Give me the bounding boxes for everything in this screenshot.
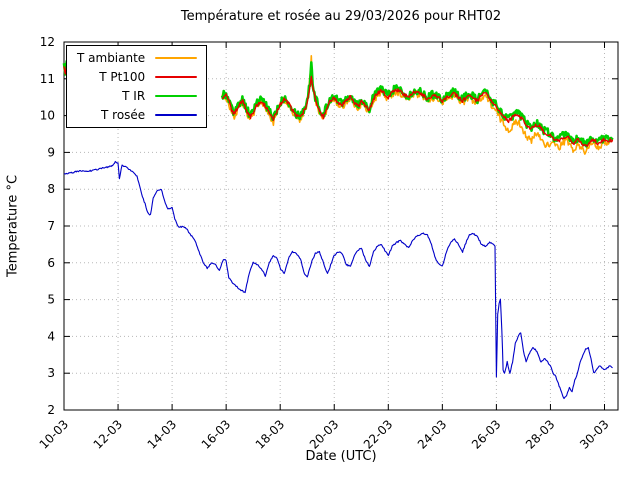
- x-axis-label: Date (UTC): [305, 449, 377, 464]
- x-tick-label: 28-03: [523, 417, 558, 452]
- legend: T ambiante T Pt100 T IR T rosée: [66, 45, 208, 128]
- x-tick-label: 10-03: [37, 417, 72, 452]
- x-tick-label: 24-03: [415, 417, 450, 452]
- x-tick-label: 18-03: [253, 417, 288, 452]
- x-tick-label: 12-03: [91, 417, 126, 452]
- y-tick-label: 11: [40, 72, 55, 86]
- legend-item: T Pt100: [77, 68, 198, 86]
- legend-item: T ambiante: [77, 49, 198, 67]
- y-tick-label: 4: [47, 329, 55, 343]
- series-t-rosée: [64, 160, 613, 400]
- legend-label: T IR: [122, 89, 146, 103]
- legend-line-sample: [155, 114, 198, 116]
- x-tick-label: 14-03: [145, 417, 180, 452]
- y-tick-label: 3: [47, 366, 55, 380]
- legend-item: T IR: [77, 87, 198, 105]
- legend-label: T ambiante: [77, 51, 146, 65]
- x-tick-label: 22-03: [361, 417, 396, 452]
- plot-border: [63, 41, 619, 411]
- legend-item: T rosée: [77, 106, 198, 124]
- y-tick-label: 7: [47, 219, 55, 233]
- x-tick-label: 16-03: [199, 417, 234, 452]
- x-tick-label: 20-03: [307, 417, 342, 452]
- legend-label: T rosée: [101, 108, 146, 122]
- x-tick-label: 30-03: [577, 417, 612, 452]
- legend-line-sample: [155, 57, 198, 59]
- y-tick-label: 5: [47, 293, 55, 307]
- y-tick-label: 12: [40, 35, 55, 49]
- y-tick-label: 2: [47, 403, 55, 417]
- y-tick-label: 9: [47, 145, 55, 159]
- x-tick-label: 26-03: [469, 417, 504, 452]
- chart-title: Température et rosée au 29/03/2026 pour …: [180, 9, 502, 24]
- legend-line-sample: [155, 76, 198, 78]
- legend-label: T Pt100: [99, 70, 146, 84]
- legend-line-sample: [155, 94, 198, 98]
- y-tick-label: 10: [40, 109, 55, 123]
- y-tick-label: 6: [47, 256, 55, 270]
- y-tick-label: 8: [47, 182, 55, 196]
- series-t-pt100: [221, 75, 614, 147]
